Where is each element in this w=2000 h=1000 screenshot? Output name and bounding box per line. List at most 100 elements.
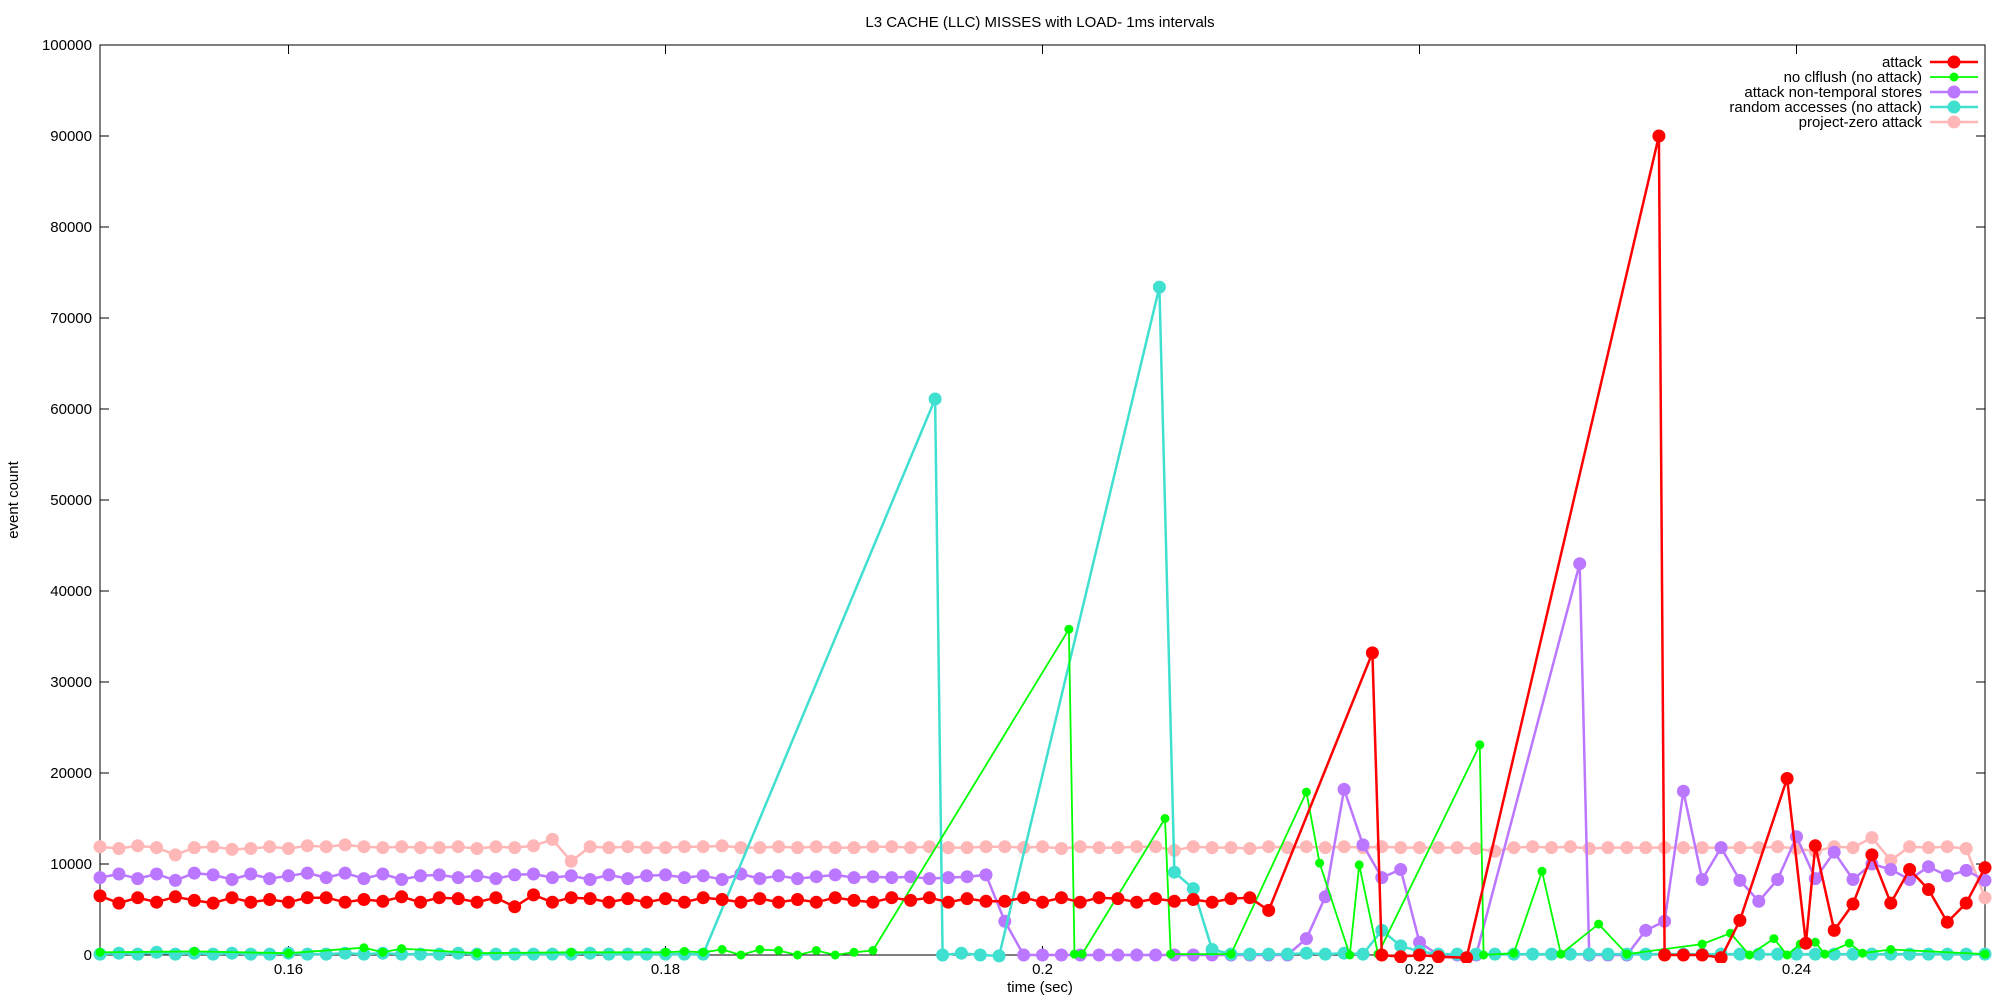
data-point (1526, 840, 1540, 854)
legend-marker (1949, 72, 1959, 82)
data-point (319, 840, 333, 854)
chart-title: L3 CACHE (LLC) MISSES with LOAD- 1ms int… (865, 14, 1214, 31)
data-point (811, 946, 821, 955)
data-point (696, 840, 710, 854)
data-point (1744, 950, 1754, 960)
data-point (451, 946, 465, 960)
legend-label: project-zero attack (1799, 114, 1923, 131)
data-point (736, 950, 746, 960)
data-point (1130, 840, 1144, 854)
data-point (131, 947, 145, 961)
data-point (527, 839, 540, 853)
data-point (1782, 950, 1792, 960)
data-point (1769, 934, 1779, 944)
data-point (1318, 841, 1332, 855)
data-point (527, 867, 540, 881)
data-point (263, 893, 277, 906)
legend-marker (1947, 100, 1961, 114)
data-point (451, 871, 465, 885)
data-point (432, 947, 446, 961)
data-point (1752, 894, 1766, 908)
data-point (1922, 841, 1935, 855)
data-point (1111, 841, 1125, 855)
data-point (998, 894, 1012, 908)
data-point (1978, 873, 1992, 887)
data-point (904, 893, 918, 907)
legend-label: attack non-temporal stores (1744, 84, 1922, 101)
data-point (1884, 896, 1898, 910)
data-point (300, 866, 314, 880)
data-point (1356, 947, 1370, 961)
data-point (640, 841, 654, 855)
data-point (868, 946, 878, 955)
data-point (621, 840, 635, 854)
data-point (1375, 871, 1389, 885)
y-tick-label: 100000 (42, 37, 92, 54)
data-point (960, 870, 974, 884)
data-point (1601, 947, 1615, 961)
data-point (1281, 947, 1294, 961)
data-point (225, 873, 239, 886)
data-point (1226, 949, 1236, 959)
data-point (1149, 948, 1163, 962)
data-point (922, 872, 936, 886)
data-point (753, 892, 767, 906)
data-point (1695, 841, 1709, 855)
y-tick-label: 80000 (50, 219, 92, 236)
data-point (1827, 923, 1841, 937)
data-point (168, 890, 182, 904)
data-point (1922, 860, 1935, 874)
data-point (1865, 947, 1879, 961)
data-point (1281, 841, 1294, 855)
data-point (793, 950, 802, 960)
series-random-accesses-no-attack (93, 280, 1992, 963)
data-point (376, 894, 390, 908)
data-point (206, 896, 220, 910)
data-point (904, 841, 918, 855)
data-point (1526, 947, 1540, 961)
data-point (131, 891, 145, 905)
data-point (489, 891, 503, 905)
data-point (640, 895, 654, 909)
data-point (263, 840, 277, 854)
data-point (1431, 841, 1445, 855)
data-point (1733, 947, 1747, 961)
data-point (1167, 894, 1181, 908)
series-project-zero-attack (93, 831, 1992, 905)
data-point (187, 893, 201, 907)
data-point (112, 842, 126, 855)
data-point (414, 869, 427, 883)
y-tick-label: 0 (84, 947, 92, 964)
data-point (1620, 841, 1634, 855)
data-point (753, 872, 767, 886)
data-point (1639, 923, 1653, 937)
data-point (1959, 947, 1973, 961)
data-point (338, 866, 352, 880)
data-point (828, 841, 842, 855)
data-point (489, 947, 503, 961)
data-point (1054, 842, 1068, 855)
data-point (189, 946, 199, 956)
data-point (1940, 947, 1954, 961)
series-attack (93, 129, 1992, 963)
data-point (936, 948, 950, 962)
data-point (244, 947, 258, 961)
data-point (300, 947, 314, 961)
data-point (357, 840, 371, 854)
y-tick-label: 70000 (50, 310, 92, 327)
data-point (93, 889, 107, 903)
data-point (1337, 782, 1351, 796)
data-point (1092, 841, 1106, 855)
data-point (1884, 853, 1898, 867)
data-point (357, 872, 371, 886)
y-tick-label: 30000 (50, 674, 92, 691)
data-point (1622, 949, 1632, 959)
data-point (1695, 948, 1709, 962)
data-point (1036, 840, 1049, 854)
data-point (928, 392, 942, 406)
data-point (357, 893, 371, 906)
data-point (1639, 947, 1653, 961)
data-point (734, 841, 748, 855)
data-point (1243, 891, 1257, 905)
data-point (300, 891, 314, 905)
